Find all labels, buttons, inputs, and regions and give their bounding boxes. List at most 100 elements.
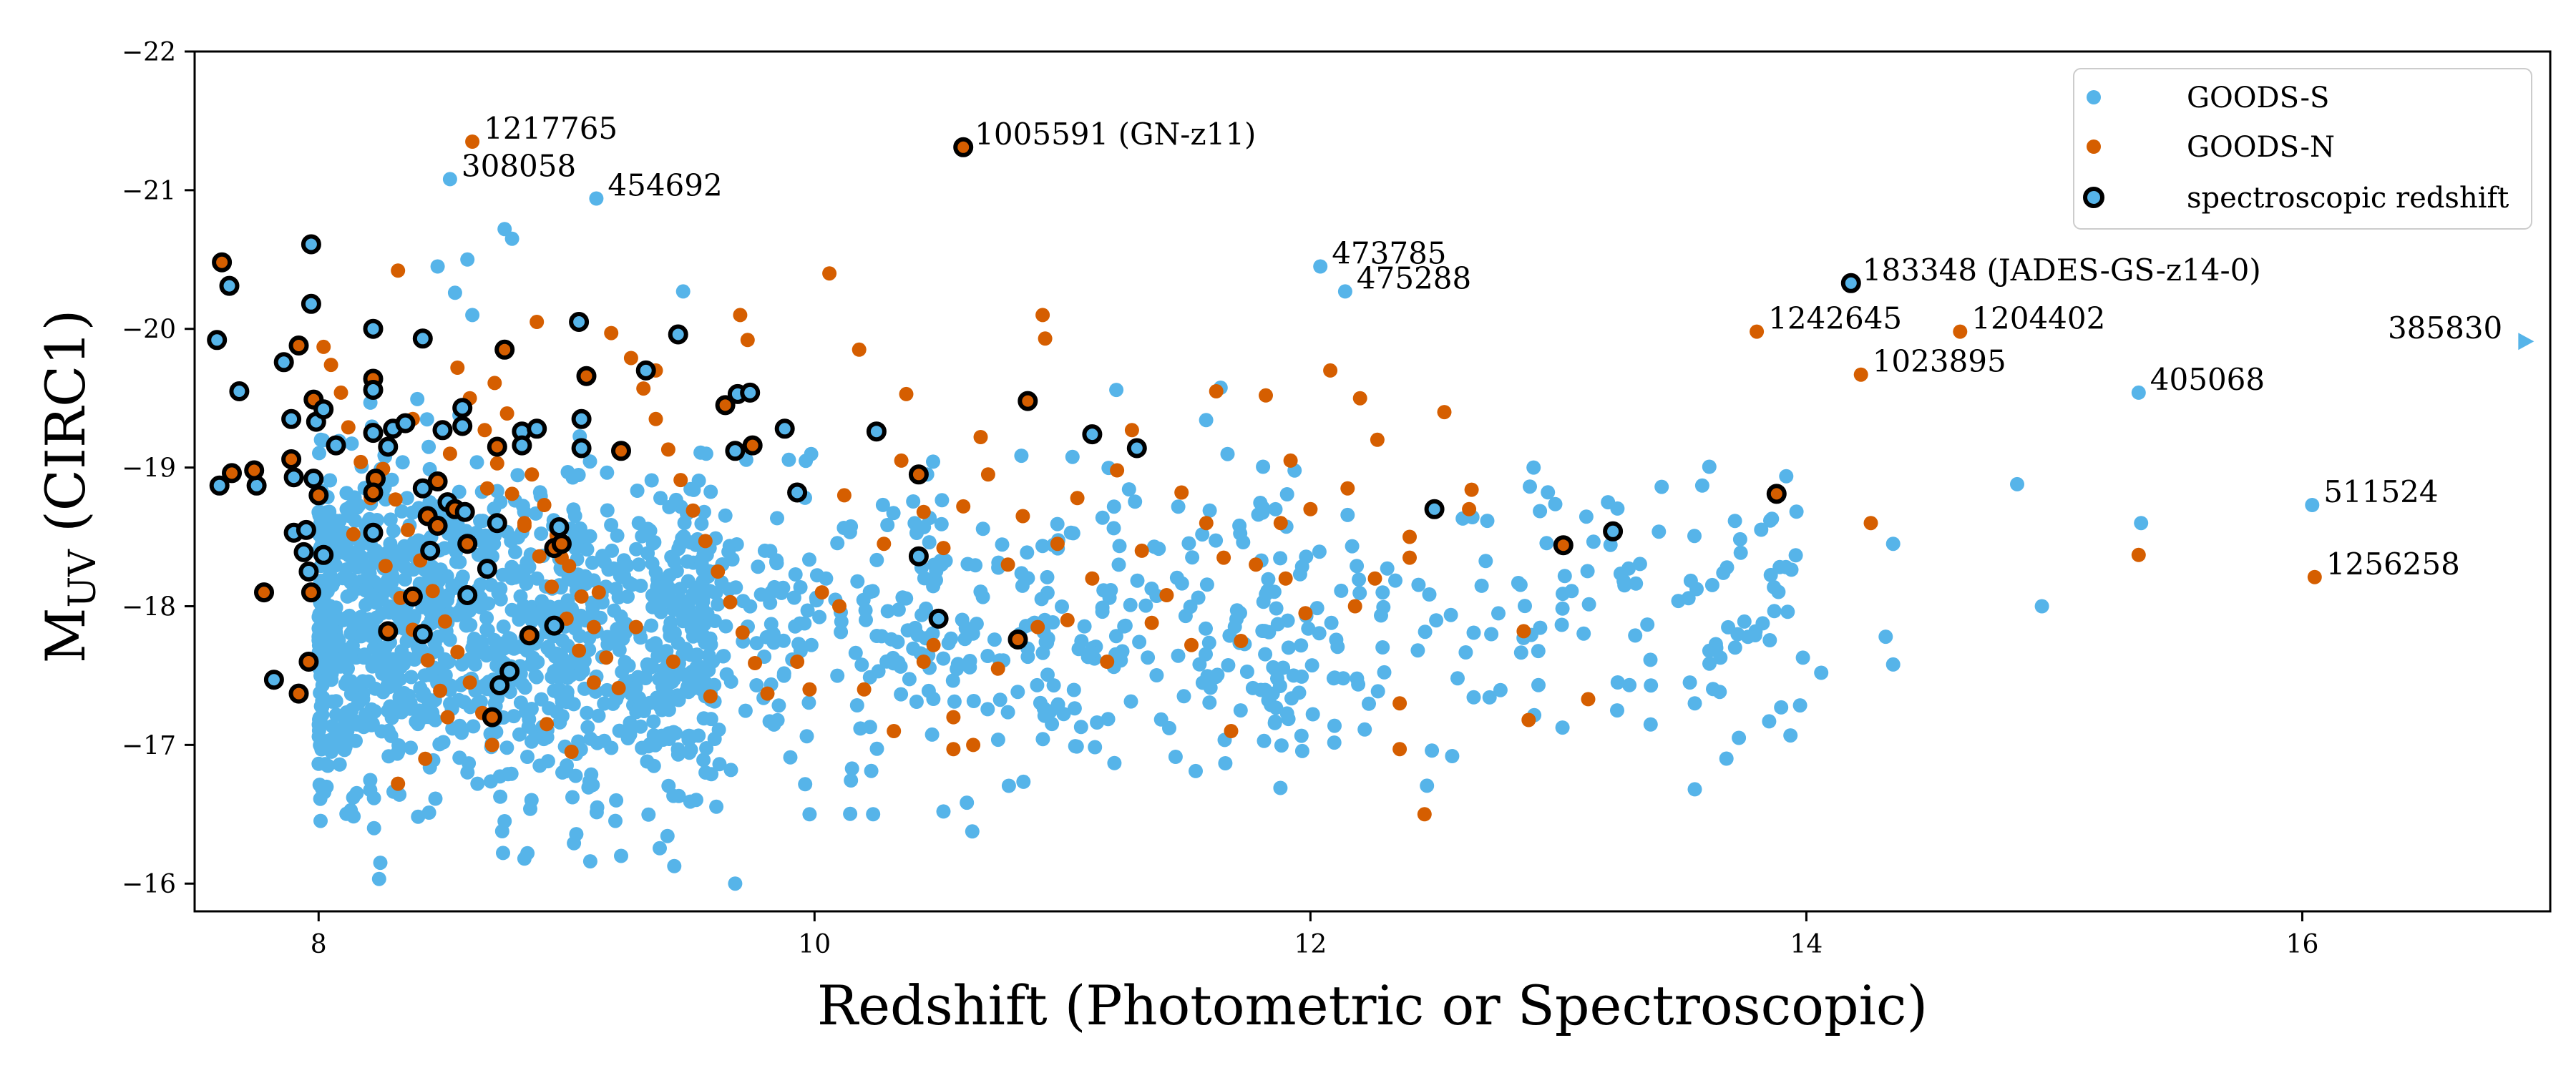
goods-s-point [610,528,625,543]
goods-s-point [677,516,692,530]
goods-n-point [814,585,829,600]
goods-s-point [323,473,338,488]
goods-s-point [1885,657,1901,672]
goods-s-point [776,633,791,648]
goods-s-point [1309,601,1324,616]
goods-s-point [1257,733,1272,748]
goods-s-point [1239,665,1254,679]
goods-s-point [398,572,412,587]
goods-s-point [583,731,598,746]
goods-s-point [644,618,659,633]
goods-s-point [1020,571,1035,586]
goods-s-point [1065,449,1080,464]
spectroscopic-point [427,471,448,491]
goods-s-point [1209,533,1224,548]
spectroscopic-point [412,328,433,349]
goods-s-point [384,702,399,717]
goods-s-point [802,807,817,822]
goods-s-point [650,690,665,705]
goods-s-point [962,660,977,675]
goods-n-point [591,585,606,600]
goods-s-point [1380,561,1395,576]
goods-s-point [386,524,401,539]
labeled-point-405068 [2131,385,2146,400]
goods-s-point [524,702,539,716]
goods-s-point [668,594,683,609]
goods-s-point [411,533,426,548]
goods-s-point [321,758,336,773]
goods-n-point [442,446,457,461]
goods-s-point [1202,695,1217,710]
goods-s-point [630,484,645,498]
goods-n-point [735,625,750,640]
goods-s-point [1814,665,1829,680]
goods-s-point [646,714,661,729]
goods-s-point [1294,728,1309,743]
spectroscopic-point [512,435,532,456]
spectroscopic-point [246,475,267,496]
goods-s-point [1195,675,1210,690]
goods-s-point [519,576,534,591]
goods-s-point [1654,479,1669,494]
goods-s-point [667,858,682,873]
goods-s-point [613,622,628,637]
goods-n-point [388,492,403,507]
goods-s-point [582,630,597,645]
spectroscopic-series [207,234,1787,727]
legend-label-goods-n: GOODS-N [2187,131,2335,164]
goods-s-point [1035,645,1050,660]
spectroscopic-point [301,293,321,314]
goods-n-point [1273,516,1288,531]
goods-s-point [1130,573,1145,588]
goods-s-point [404,740,418,755]
goods-s-point [1466,690,1481,705]
goods-s-point [338,729,353,744]
goods-s-point [830,536,845,551]
goods-s-point [483,774,498,789]
goods-s-point [643,523,658,538]
goods-s-point [493,592,508,607]
goods-s-point [1067,701,1082,716]
goods-s-point [600,503,615,518]
goods-s-point [1040,631,1055,646]
spectroscopic-point [1603,521,1624,542]
goods-s-point [504,571,519,586]
goods-s-point [1445,749,1460,763]
labeled-point-475288 [1337,284,1352,299]
goods-s-point [1292,567,1307,582]
goods-s-point [670,742,686,757]
spectroscopic-point [363,318,384,339]
goods-s-point [1128,494,1143,509]
goods-s-point [381,672,396,687]
goods-s-point [1719,560,1735,575]
goods-s-point [515,677,530,692]
goods-s-point [1229,603,1244,618]
goods-n-point [545,579,559,594]
goods-s-point [1036,701,1051,716]
spectroscopic-point [412,624,433,645]
goods-s-point [1090,715,1105,730]
goods-s-point [1374,608,1388,623]
goods-n-point [1392,696,1407,711]
spectroscopic-point [571,438,592,459]
goods-s-point [1162,720,1176,735]
spectroscopic-point [494,339,515,360]
goods-s-point [1112,539,1127,554]
goods-s-point [1103,583,1118,597]
goods-s-point [975,589,990,604]
spectroscopic-point [420,540,441,561]
goods-s-point [909,526,924,540]
goods-s-point [793,580,808,594]
goods-s-point [379,546,394,561]
spectroscopic-point [254,582,274,603]
goods-s-point [566,502,581,517]
goods-s-point [1273,551,1288,566]
goods-s-point [1095,600,1110,615]
goods-s-point [508,544,522,559]
goods-n-point [599,650,614,665]
goods-s-point [311,729,326,744]
goods-s-point [711,597,726,612]
x-axis-title: Redshift (Photometric or Spectroscopic) [817,974,1928,1037]
goods-s-point [1107,755,1122,770]
goods-s-point [421,439,436,454]
